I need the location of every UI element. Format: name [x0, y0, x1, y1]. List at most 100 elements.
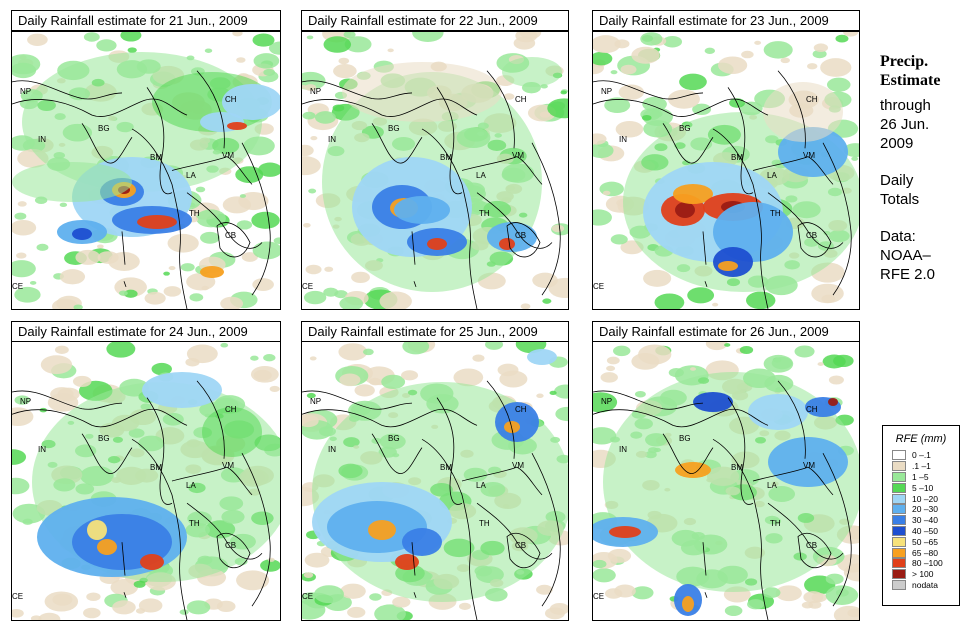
- legend-item: nodata: [892, 579, 959, 591]
- country-label-th: TH: [770, 209, 781, 218]
- map-canvas: NP CH IN BG BM VM LA TH CB CE: [302, 32, 568, 309]
- country-label-bm: BM: [440, 463, 452, 472]
- rainfall-map: NP CH IN BG BM VM LA TH CB CE: [592, 31, 860, 310]
- legend-item: > 100: [892, 569, 959, 580]
- legend-swatch: [892, 558, 906, 569]
- rainfall-area: [142, 372, 222, 408]
- country-label-np: NP: [20, 397, 31, 406]
- country-label-cb: CB: [225, 541, 236, 550]
- legend-swatch: [892, 471, 906, 482]
- map-canvas: NP CH IN BG BM VM LA TH CB CE: [302, 342, 568, 620]
- rainfall-map: NP CH IN BG BM VM LA TH CB CE: [301, 31, 569, 310]
- data-source: NOAA–: [880, 247, 931, 264]
- rainfall-area: [763, 82, 843, 142]
- legend-swatch: [892, 547, 906, 558]
- through-label: through: [880, 97, 931, 114]
- legend-label: .1 –1: [912, 461, 931, 472]
- rainfall-area: [673, 184, 713, 204]
- rainfall-area: [427, 238, 447, 250]
- legend-item: 30 –40: [892, 515, 959, 526]
- legend-label: 80 –100: [912, 558, 943, 569]
- country-label-ce: CE: [593, 592, 604, 601]
- legend-item: 50 –65: [892, 536, 959, 547]
- rainfall-area: [682, 596, 694, 612]
- country-label-bm: BM: [150, 463, 162, 472]
- rainfall-area: [609, 526, 641, 538]
- country-label-in: IN: [328, 135, 336, 144]
- country-label-cb: CB: [225, 231, 236, 240]
- country-label-la: LA: [767, 171, 777, 180]
- country-label-cb: CB: [515, 541, 526, 550]
- rainfall-area: [693, 392, 733, 412]
- legend-swatch: [892, 461, 906, 472]
- country-label-vm: VM: [512, 461, 524, 470]
- country-label-in: IN: [619, 135, 627, 144]
- rainfall-area: [402, 528, 442, 556]
- end-year: 2009: [880, 135, 914, 152]
- country-label-ce: CE: [593, 282, 604, 291]
- rfe-legend: RFE (mm) 0 –.1.1 –1 1 –5 5 –10 10 –20 20 –30…: [882, 425, 960, 606]
- country-label-bg: BG: [98, 124, 110, 133]
- legend-item: 0 –.1: [892, 450, 959, 461]
- country-label-vm: VM: [512, 151, 524, 160]
- legend-label: 40 –50: [912, 525, 938, 536]
- country-label-in: IN: [38, 135, 46, 144]
- legend-title: RFE (mm): [895, 433, 947, 445]
- legend-label: 30 –40: [912, 515, 938, 526]
- legend-swatch: [892, 579, 906, 590]
- legend-swatch: [892, 450, 906, 461]
- rainfall-map: NP CH IN BG BM VM LA TH CB CE: [11, 31, 281, 310]
- rainfall-area: [504, 421, 520, 433]
- country-label-bg: BG: [388, 434, 400, 443]
- country-label-la: LA: [767, 481, 777, 490]
- rainfall-map: NP CH IN BG BM VM LA TH CB CE: [301, 341, 569, 621]
- country-label-cb: CB: [806, 231, 817, 240]
- rainfall-area: [140, 554, 164, 570]
- country-label-bm: BM: [731, 153, 743, 162]
- data-source: RFE 2.0: [880, 266, 936, 283]
- country-label-th: TH: [189, 209, 200, 218]
- heading: Precip.: [880, 53, 929, 70]
- rainfall-area: [675, 462, 711, 478]
- rainfall-area: [768, 437, 848, 487]
- rainfall-area: [502, 57, 562, 87]
- rainfall-area: [202, 407, 262, 457]
- country-label-bg: BG: [388, 124, 400, 133]
- legend-item: 40 –50: [892, 525, 959, 537]
- legend-swatch: [892, 525, 906, 536]
- map-canvas: NP CH IN BG BM VM LA TH CB CE: [12, 342, 280, 620]
- country-label-vm: VM: [803, 151, 815, 160]
- country-label-bg: BG: [98, 434, 110, 443]
- rainfall-area: [495, 402, 539, 442]
- rainfall-area: [748, 394, 808, 430]
- legend-label: 10 –20: [912, 493, 938, 504]
- legend-item: 10 –20: [892, 493, 959, 504]
- country-label-np: NP: [310, 397, 321, 406]
- totals-label: Daily: [880, 172, 914, 189]
- legend-label: 65 –80: [912, 547, 938, 558]
- country-label-th: TH: [479, 519, 490, 528]
- legend-label: 0 –.1: [912, 450, 931, 461]
- rainfall-area: [499, 238, 515, 250]
- legend-item: 20 –30: [892, 504, 959, 515]
- rainfall-area: [675, 202, 695, 218]
- country-label-ch: CH: [806, 405, 818, 414]
- legend-label: 50 –65: [912, 536, 938, 547]
- country-label-bm: BM: [150, 153, 162, 162]
- country-label-ch: CH: [515, 95, 527, 104]
- legend-swatch: [892, 493, 906, 504]
- rainfall-area: [222, 84, 280, 120]
- side-annotation: Precip. Estimate through 26 Jun. 2009 Da…: [880, 52, 966, 302]
- country-label-ch: CH: [225, 95, 237, 104]
- country-label-ce: CE: [12, 592, 23, 601]
- country-label-vm: VM: [222, 461, 234, 470]
- legend-swatch: [892, 482, 906, 493]
- rainfall-area: [395, 554, 419, 570]
- country-label-np: NP: [20, 87, 31, 96]
- legend-label: 5 –10: [912, 482, 934, 493]
- rainfall-area: [342, 62, 502, 122]
- country-label-cb: CB: [806, 541, 817, 550]
- country-label-ch: CH: [806, 95, 818, 104]
- rainfall-area: [12, 162, 132, 202]
- heading: Estimate: [880, 72, 941, 89]
